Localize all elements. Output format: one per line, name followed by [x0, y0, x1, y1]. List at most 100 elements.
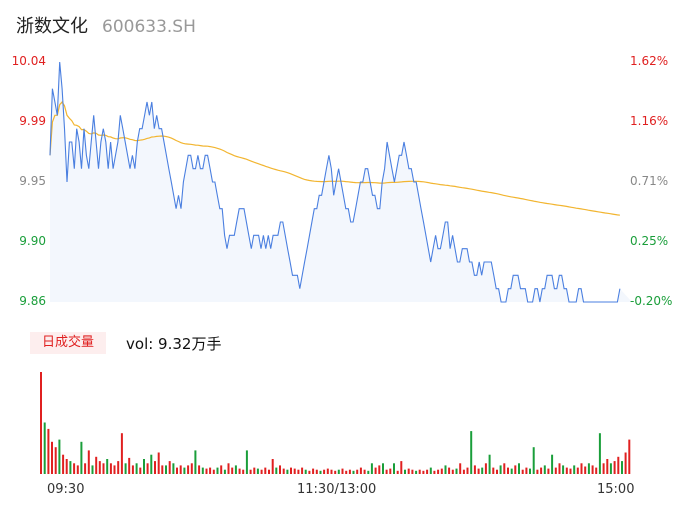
volume-bar [47, 428, 50, 474]
volume-bar [518, 463, 520, 474]
volume-bar [282, 468, 285, 474]
volume-bar [554, 467, 557, 474]
y-right-label: 1.62% [630, 54, 669, 68]
volume-bar [565, 467, 568, 474]
volume-bar [102, 463, 105, 474]
volume-bar [91, 465, 94, 474]
volume-bar [459, 463, 462, 474]
y-right-label: 1.16% [630, 114, 669, 128]
volume-bar [389, 468, 392, 474]
volume-bar [76, 465, 79, 474]
y-left-label: 9.95 [19, 174, 46, 188]
volume-bar [264, 467, 267, 474]
volume-bar [573, 465, 576, 474]
volume-bar [293, 468, 296, 474]
volume-bar [154, 461, 156, 474]
volume-bar [220, 465, 223, 474]
y-right-label: 0.25% [630, 234, 669, 248]
volume-bar [411, 469, 414, 474]
volume-bar [194, 450, 197, 474]
volume-bar [84, 463, 87, 474]
volume-bar [172, 463, 175, 474]
volume-bar [69, 461, 72, 474]
volume-bar [65, 459, 68, 474]
volume-bar [536, 469, 539, 474]
volume-value: vol: 9.32万手 [126, 334, 222, 353]
volume-bar [418, 469, 421, 474]
volume-bar [301, 467, 304, 474]
volume-bar [595, 467, 598, 474]
volume-bar [507, 467, 509, 474]
volume-bar [602, 463, 605, 474]
price-line [49, 61, 621, 303]
x-label-close: 15:00 [597, 482, 635, 497]
volume-bar [176, 467, 178, 474]
volume-bar [580, 463, 583, 474]
volume-bar [444, 465, 447, 474]
volume-bar [404, 469, 406, 474]
volume-bar [606, 459, 609, 474]
volume-bar [256, 468, 259, 474]
header: 浙数文化 600633.SH [16, 12, 196, 42]
volume-bar [617, 456, 620, 474]
volume-bar [231, 467, 234, 474]
volume-bar [54, 447, 57, 474]
volume-bar [124, 463, 127, 474]
volume-bar [143, 459, 145, 474]
volume-bar [624, 452, 627, 474]
volume-bar [415, 470, 418, 474]
volume-bar [547, 468, 550, 474]
x-label-open: 09:30 [47, 482, 85, 497]
volume-bar [245, 450, 248, 474]
volume-bar [374, 467, 377, 474]
volume-bar [576, 467, 579, 474]
volume-bar [462, 469, 465, 474]
volume-bar [297, 469, 300, 474]
volume-bar [448, 467, 451, 474]
y-left-label: 9.86 [19, 294, 46, 308]
volume-bar [451, 469, 454, 474]
volume-bar [345, 470, 348, 474]
volume-bar [234, 465, 237, 474]
volume-bar [562, 465, 565, 474]
volume-bar [73, 463, 76, 474]
y-left-label: 9.99 [19, 114, 46, 128]
volume-bar [150, 454, 153, 474]
volume-bar [323, 469, 326, 474]
volume-bar [584, 466, 587, 474]
volume-bar [165, 465, 167, 474]
volume-bar [628, 439, 631, 474]
volume-bar [139, 467, 142, 474]
volume-bar [51, 441, 53, 474]
volume-bar [337, 469, 340, 474]
volume-bar [87, 450, 90, 474]
volume-bar [558, 463, 561, 474]
volume-bar [117, 461, 120, 474]
volume-bar [352, 470, 355, 474]
volume-bar [216, 467, 219, 474]
volume-bar [205, 468, 208, 474]
volume-bar [551, 454, 554, 474]
volume-bar [529, 468, 531, 474]
volume-bar [488, 454, 491, 474]
stock-name: 浙数文化 [16, 16, 88, 37]
volume-bar [212, 469, 215, 474]
volume-bar [385, 469, 388, 474]
volume-bar [382, 463, 384, 474]
y-left-label: 10.04 [11, 54, 46, 68]
volume-bar [437, 469, 440, 474]
daily-volume-button[interactable]: 日成交量 [30, 332, 107, 354]
stock-code: 600633.SH [102, 17, 196, 37]
volume-bar [334, 470, 337, 474]
volume-bar [161, 465, 164, 474]
volume-bar [128, 457, 131, 474]
volume-bar [503, 463, 506, 474]
volume-bar [370, 463, 373, 474]
volume-bar [613, 461, 616, 474]
y-right-label: 0.71% [630, 174, 669, 188]
volume-bar [348, 469, 351, 474]
volume-bar [587, 463, 590, 474]
volume-bar [407, 468, 410, 474]
volume-bar [621, 461, 623, 474]
volume-bar [481, 467, 484, 474]
